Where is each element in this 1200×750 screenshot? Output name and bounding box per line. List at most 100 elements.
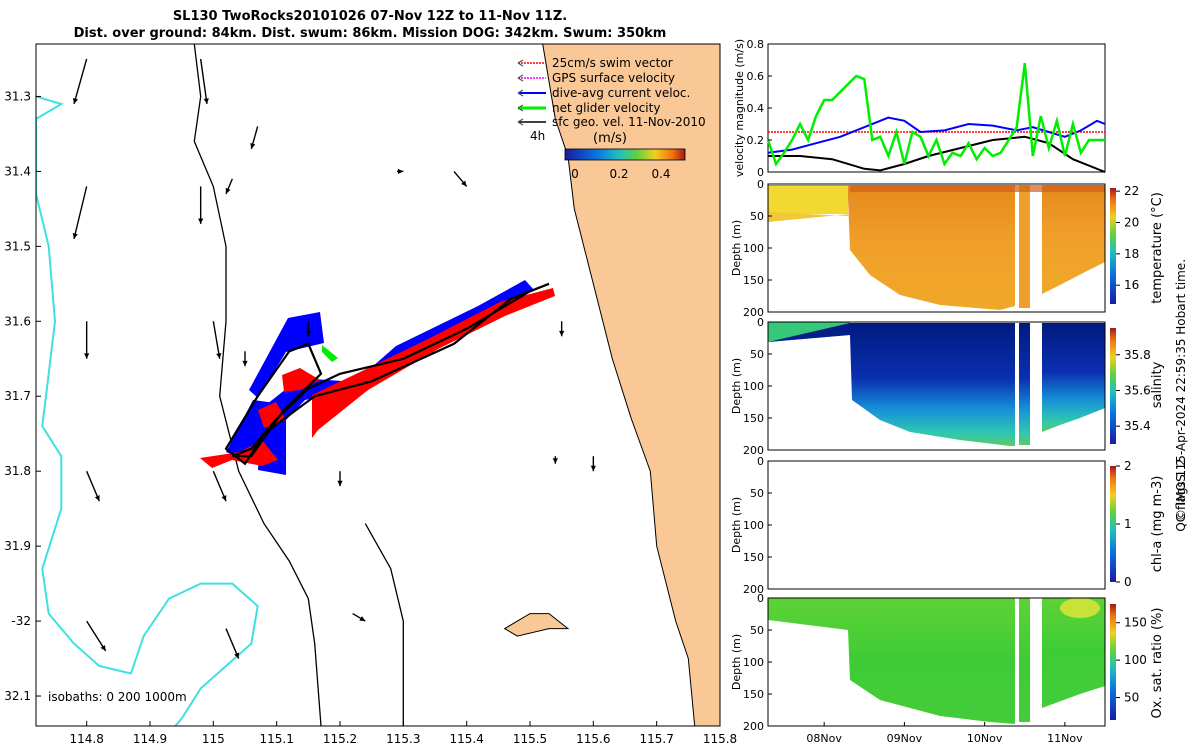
temperature-transition: [768, 212, 850, 222]
glider-track: [224, 282, 550, 466]
cbar-tick-label-5-0: 50: [1124, 691, 1139, 705]
velocity-y-axis: 0 0.2 0.4 0.6 0.8: [747, 38, 772, 179]
oxygen-panel: 0 50 100 150 200 Depth (m) 50 100 150 Ox. sat. …: [730, 592, 1165, 745]
geo-vector-10: [250, 126, 259, 150]
chlorophyll-colorbar: [1110, 466, 1116, 582]
colorbar-ticks-4: 0 1 2: [1116, 459, 1132, 589]
depth-tick-label-5-4: 200: [743, 720, 764, 733]
map-xtick-label-6: 115.4: [449, 732, 483, 746]
title-line-1: SL130 TwoRocks20101026 07-Nov 12Z to 11-…: [172, 9, 568, 24]
time-x-axis: 08Nov 09Nov 10Nov 11Nov: [806, 722, 1083, 745]
map-xtick-label-4: 115.2: [323, 732, 357, 746]
title-line-2: Dist. over ground: 84km. Dist. swum: 86k…: [73, 26, 667, 41]
oxygen-section-2: [1019, 598, 1030, 722]
map-xtick-label-0: 114.8: [69, 732, 103, 746]
isobath-0: [364, 523, 404, 726]
temperature-section-3: [1042, 185, 1105, 294]
geo-vector-20: [552, 456, 558, 464]
chlorophyll-colorbar-label: chl-a (mg m-3): [1150, 476, 1165, 573]
net-vectors-patch: [322, 345, 338, 362]
temperature-surface-yellow: [768, 186, 848, 214]
depth-tick-label-4-0: 0: [757, 455, 764, 468]
legend-arrowheads: [517, 59, 524, 126]
velocity-ytick-label-3: 0.6: [747, 70, 765, 83]
map-ytick-label-8: 32.1: [4, 689, 31, 703]
geo-vector-16: [397, 168, 404, 175]
land-mass: [542, 44, 720, 726]
cbar-tick-label-2-1: 18: [1124, 247, 1139, 261]
depth-tick-label-4-1: 50: [750, 487, 764, 500]
depth-axis-5: 0 50 100 150 200 Depth (m): [730, 592, 772, 733]
map-ytick-label-3: 31.6: [4, 314, 31, 328]
temperature-section-1: [768, 185, 1015, 310]
temperature-warm-surface: [850, 185, 1105, 192]
cbar-tick-label-5-2: 150: [1124, 616, 1147, 630]
chlorophyll-panel: 0 50 100 150 200 Depth (m) 0 1 2 chl-a (mg m-3): [730, 455, 1165, 596]
depth-tick-label-3-4: 200: [743, 444, 764, 457]
depth-tick-label-3-2: 100: [743, 380, 764, 393]
geo-vector-2: [84, 321, 90, 359]
isobath-1000: [36, 95, 259, 726]
depth-tick-label-4-3: 150: [743, 551, 764, 564]
isobath-200: [193, 44, 322, 726]
velocity-ytick-label-4: 0.8: [747, 38, 765, 51]
map-xtick-label-1: 114.9: [133, 732, 167, 746]
map-xtick-label-7: 115.5: [513, 732, 547, 746]
cbar-tick-label-2-0: 16: [1124, 278, 1139, 292]
time-tick-label-2: 10Nov: [967, 732, 1003, 745]
velocity-ylabel: velocity magnitude (m/s): [733, 39, 746, 177]
temperature-panel: 0 50 100 150 200 Depth (m) 16 18 20 22 temperatu…: [730, 178, 1165, 319]
track-layer: [200, 280, 555, 475]
map-xtick-label-5: 115.3: [386, 732, 420, 746]
depth-tick-label-4-2: 100: [743, 519, 764, 532]
credit-label: © IMOS 15-Apr-2024 22:59:35 Hobart time.: [1174, 259, 1188, 521]
cbar-tick-label-4-1: 1: [1124, 517, 1132, 531]
oxygen-section-1: [768, 598, 1015, 724]
velocity-series: [766, 63, 1106, 173]
depth-label-5: Depth (m): [730, 634, 743, 690]
depth-axis-2: 0 50 100 150 200 Depth (m): [730, 178, 772, 319]
geo-vector-13: [305, 321, 311, 337]
map-ytick-label-6: 31.9: [4, 539, 31, 553]
colorbar-tick-1: 0.2: [609, 167, 628, 181]
legend-entry-gps: GPS surface velocity: [552, 71, 675, 85]
geo-vector-7: [212, 321, 222, 359]
map-xtick-label-2: 115: [202, 732, 225, 746]
figure-title: SL130 TwoRocks20101026 07-Nov 12Z to 11-…: [0, 8, 740, 42]
depth-label-3: Depth (m): [730, 358, 743, 414]
geo-vector-0: [72, 58, 88, 105]
geo-vector-17: [453, 170, 468, 187]
geo-vector-14: [337, 471, 343, 487]
depth-tick-label-3-1: 50: [750, 348, 764, 361]
colorbar-ticks-3: 35.4 35.6 35.8: [1116, 348, 1151, 433]
map-panel: 114.8 114.9 115 115.1 115.2 115.3 115.4 115.5 11…: [4, 43, 737, 746]
cbar-tick-label-4-0: 0: [1124, 575, 1132, 589]
map-ytick-label-0: 31.3: [4, 89, 31, 103]
depth-axis-3: 0 50 100 150 200 Depth (m): [730, 316, 772, 457]
colorbar-unit: (m/s): [593, 131, 627, 146]
geo-vector-9: [225, 628, 240, 659]
geo-vector-5: [199, 58, 209, 105]
depth-label-2: Depth (m): [730, 220, 743, 276]
depth-tick-label-5-0: 0: [757, 592, 764, 605]
depth-tick-label-4-4: 200: [743, 583, 764, 596]
depth-tick-label-2-4: 200: [743, 306, 764, 319]
cbar-tick-label-2-2: 20: [1124, 215, 1139, 229]
legend-entry-geo: sfc geo. vel. 11-Nov-2010: [552, 115, 706, 129]
depth-tick-label-2-2: 100: [743, 242, 764, 255]
geo-vector-11: [225, 178, 233, 195]
colorbar-ticks-5: 50 100 150: [1116, 616, 1147, 705]
depth-tick-label-2-1: 50: [750, 210, 764, 223]
depth-tick-label-5-1: 50: [750, 624, 764, 637]
salinity-section-1: [768, 323, 1015, 446]
geo-vector-15: [352, 612, 366, 622]
legend-entry-swim: 25cm/s swim vector: [552, 56, 673, 70]
salinity-surface: [768, 322, 850, 342]
velocity-ytick-label-0: 0: [757, 166, 764, 179]
velocity-ytick-label-2: 0.4: [747, 102, 765, 115]
map-ytick-label-4: 31.7: [4, 389, 31, 403]
swim-vectors-patch-1: [312, 288, 555, 438]
velocity-series-3: [766, 63, 1105, 167]
current-vectors-patch-1: [249, 312, 324, 398]
map-legend: 25cm/s swim vector GPS surface velocity …: [517, 56, 706, 181]
